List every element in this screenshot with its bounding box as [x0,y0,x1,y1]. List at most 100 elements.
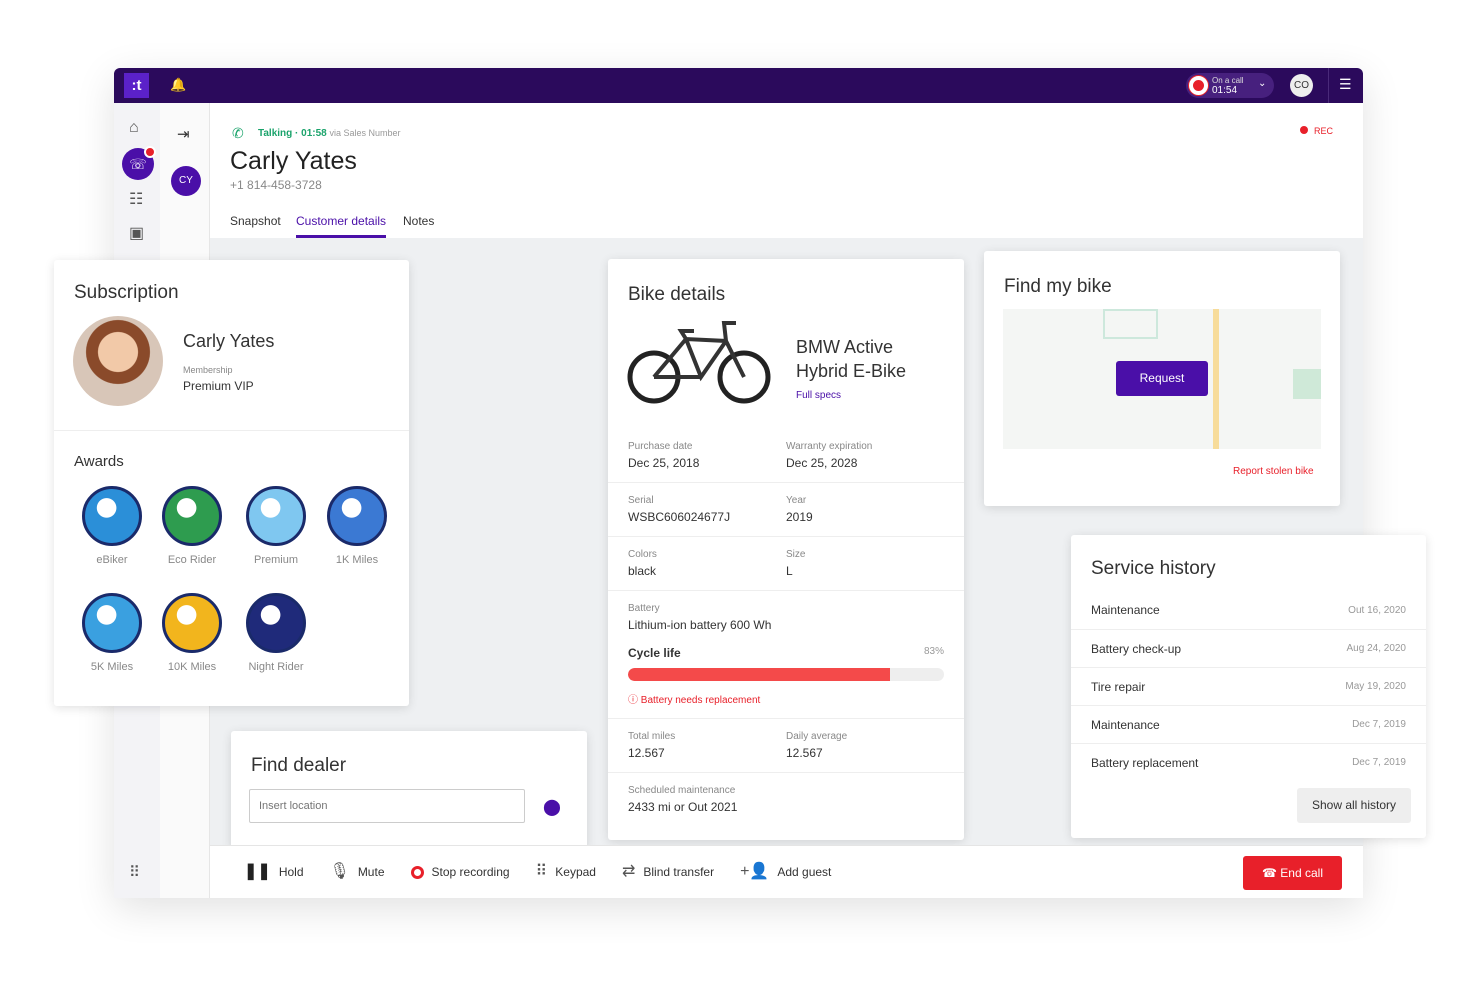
card-title: Subscription [74,282,179,303]
user-avatar[interactable]: CO [1290,74,1313,97]
award-badge[interactable]: Night Rider [236,593,316,673]
service-history-item[interactable]: Tire repair May 19, 2020 [1071,667,1426,705]
service-history-item[interactable]: Maintenance Out 16, 2020 [1071,591,1426,629]
add-guest-button[interactable]: +👤 Add guest [740,863,832,880]
call-status-pill[interactable]: On a call 01:54 ⌄ [1186,73,1274,98]
service-date: Aug 24, 2020 [1346,643,1407,654]
service-date: Dec 7, 2019 [1352,757,1406,768]
award-badge[interactable]: 1K Miles [317,486,397,566]
service-history-card: Service history Maintenance Out 16, 2020 B… [1071,535,1426,838]
location-pin-icon[interactable]: ⬤ [543,799,561,816]
show-all-history-button[interactable]: Show all history [1297,788,1411,823]
service-history-item[interactable]: Battery check-up Aug 24, 2020 [1071,629,1426,667]
contacts-icon[interactable]: ▣ [129,225,145,242]
service-name: Tire repair [1091,679,1146,694]
apps-grid-icon[interactable]: ⠿ [129,864,140,881]
app-logo[interactable]: :t [124,73,149,98]
award-label: 1K Miles [335,554,379,566]
customer-photo [73,316,163,406]
request-button[interactable]: Request [1116,361,1208,396]
hold-button[interactable]: ❚❚ Hold [244,863,304,880]
keypad-button[interactable]: ⠿ Keypad [535,863,596,880]
service-name: Battery check-up [1091,641,1182,656]
service-date: Dec 7, 2019 [1352,719,1406,730]
cycle-life-fill [628,668,891,681]
mic-off-icon: 🎙 [329,863,350,880]
tab-customer-details[interactable]: Customer details [296,214,387,238]
find-my-bike-card: Find my bike Request Report stolen bike [984,251,1340,506]
award-label: 5K Miles [90,661,134,673]
card-title: Find dealer [251,755,347,776]
location-input[interactable] [249,789,525,823]
purchase-date: Dec 25, 2018 [628,456,700,470]
tab-snapshot[interactable]: Snapshot [230,214,281,228]
call-via: via Sales Number [329,128,401,138]
badge [144,146,156,158]
service-date: Out 16, 2020 [1348,604,1406,616]
divider [1328,68,1329,103]
award-badge[interactable]: Premium [236,486,316,566]
card-title: Find my bike [1004,276,1112,297]
membership-label: Membership [183,365,233,375]
phone-talking-icon: ✆ [232,125,244,141]
membership-value: Premium VIP [183,379,254,393]
card-title: Bike details [628,284,726,305]
collapse-icon[interactable]: ⇥ [177,126,190,143]
award-icon [327,486,387,546]
award-label: Premium [253,554,298,566]
full-specs-link[interactable]: Full specs [796,390,842,401]
service-history-item[interactable]: Battery replacement Dec 7, 2019 [1071,743,1426,781]
card-title: Service history [1091,558,1216,579]
bike-image [627,321,771,404]
stop-recording-button[interactable]: Stop recording [410,865,510,879]
contact-name: Carly Yates [230,147,357,175]
call-status-label: On a call [1212,76,1244,85]
miles-row: Total miles 12.567 Daily average 12.567 [608,718,964,772]
serial-year-row: Serial WSBC606024677J Year 2019 [608,482,964,536]
award-badge[interactable]: 5K Miles [72,593,152,673]
contact-avatar[interactable]: CY [171,166,201,196]
top-bar: :t 🔔 On a call 01:54 ⌄ CO ☰ [114,68,1363,103]
call-time: 01:54 [1212,85,1238,96]
report-stolen-link[interactable]: Report stolen bike [1233,466,1314,477]
customer-name: Carly Yates [183,331,275,351]
battery-warning: ⓘ Battery needs replacement [628,695,761,706]
maintenance-row: Scheduled maintenance 2433 mi or Out 2021 [608,772,964,826]
end-call-button[interactable]: ☎ End call [1243,856,1342,890]
award-label: 10K Miles [167,661,217,673]
award-icon [162,593,222,653]
cycle-life-bar [628,668,944,681]
subscription-card: Subscription Carly Yates Membership Prem… [54,260,409,706]
call-icon [1189,76,1208,95]
home-icon[interactable]: ⌂ [129,119,139,136]
award-icon [82,593,142,653]
contact-phone: +1 814-458-3728 [230,178,322,192]
award-badge[interactable]: eBiker [72,486,152,566]
panel-toggle-icon[interactable]: ☰ [1339,76,1352,92]
list-icon[interactable]: ☷ [129,191,144,208]
notification-bell-icon[interactable]: 🔔 [170,77,187,92]
purchase-warranty-row: Purchase date Dec 25, 2018 Warranty expira… [608,429,964,482]
battery-section: Battery Lithium-ion battery 600 Wh Cycle … [608,590,964,718]
keypad-icon: ⠿ [535,863,548,880]
contact-header: ✆ Talking · 01:58 via Sales Number REC C… [210,103,1363,238]
service-name: Maintenance [1091,717,1160,732]
award-label: Night Rider [248,661,304,673]
bike-details-card: Bike details BMW Active Hybrid E-Bike Fu… [608,259,964,840]
award-icon [162,486,222,546]
pause-icon: ❚❚ [244,863,271,880]
mute-button[interactable]: 🎙 Mute [329,863,385,880]
award-badge[interactable]: 10K Miles [152,593,232,673]
talking-status: Talking · 01:58 [258,128,327,139]
bike-model: BMW Active Hybrid E-Bike [796,337,907,381]
service-history-item[interactable]: Maintenance Dec 7, 2019 [1071,705,1426,743]
award-badge[interactable]: Eco Rider [152,486,232,566]
chevron-down-icon[interactable]: ⌄ [1258,78,1267,89]
service-name: Battery replacement [1091,755,1199,770]
award-label: Eco Rider [167,554,217,566]
blind-transfer-button[interactable]: ⇄ Blind transfer [621,863,715,880]
tab-notes[interactable]: Notes [403,214,435,228]
award-icon [82,486,142,546]
hang-up-icon: ☎ [1262,866,1277,880]
add-person-icon: +👤 [740,863,770,880]
